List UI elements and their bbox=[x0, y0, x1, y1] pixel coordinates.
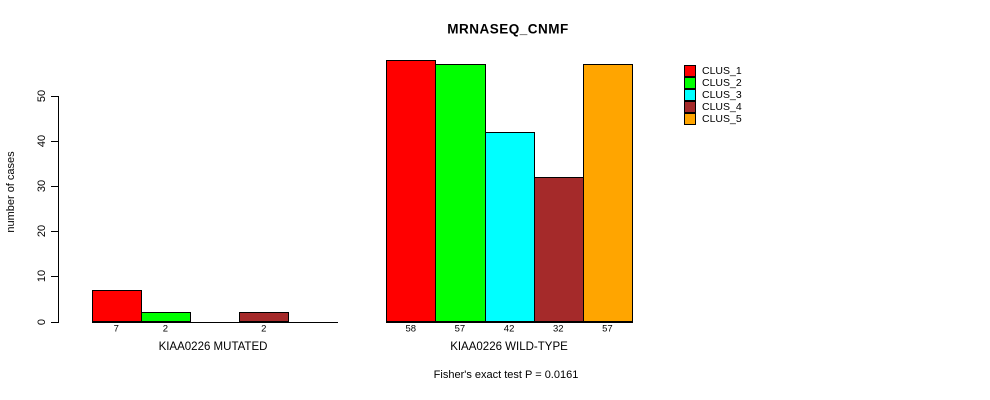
legend-item-label: CLUS_1 bbox=[702, 65, 742, 77]
legend-item: CLUS_2 bbox=[684, 77, 742, 89]
bar-value-label: 7 bbox=[113, 323, 119, 335]
legend-item: CLUS_3 bbox=[684, 89, 742, 101]
bar-value-label: 58 bbox=[405, 323, 417, 335]
bar-clus_1-group1 bbox=[91, 289, 142, 323]
bar-value-label: 32 bbox=[552, 323, 564, 335]
y-tick-label: 20 bbox=[36, 225, 48, 238]
legend-item-label: CLUS_4 bbox=[702, 101, 742, 113]
bar-clus_2-group1 bbox=[140, 312, 192, 323]
y-axis-tick bbox=[51, 186, 58, 188]
legend-item: CLUS_4 bbox=[684, 101, 742, 113]
bar-value-label: 2 bbox=[162, 323, 169, 335]
y-axis-label: number of cases bbox=[5, 151, 17, 233]
group-label-mutated: KIAA0226 MUTATED bbox=[158, 341, 268, 353]
bar-value-label: 2 bbox=[261, 323, 267, 335]
legend-item: CLUS_1 bbox=[684, 65, 742, 77]
y-axis-tick bbox=[51, 141, 58, 143]
legend-item: CLUS_5 bbox=[684, 113, 742, 125]
chart-title: MRNASEQ_CNMF bbox=[447, 21, 569, 37]
legend-item-label: CLUS_3 bbox=[702, 89, 742, 101]
bar-clus_5-group2 bbox=[582, 64, 633, 323]
bar-clus_3-group2 bbox=[484, 132, 535, 323]
bar-value-label: 42 bbox=[503, 323, 515, 335]
legend-item-label: CLUS_5 bbox=[702, 113, 742, 125]
y-tick-label: 10 bbox=[36, 270, 48, 283]
y-tick-label: 0 bbox=[36, 318, 48, 325]
y-axis-tick bbox=[51, 96, 58, 97]
y-tick-label: 50 bbox=[36, 89, 48, 103]
fisher-test-annotation: Fisher's exact test P = 0.0161 bbox=[433, 369, 579, 381]
y-tick-label: 30 bbox=[36, 180, 48, 193]
legend-swatch-icon bbox=[684, 101, 696, 113]
legend-swatch-icon bbox=[684, 65, 696, 77]
y-tick-label: 40 bbox=[36, 134, 48, 148]
y-axis-line bbox=[58, 96, 59, 323]
legend: CLUS_1 CLUS_2 CLUS_3 CLUS_4 CLUS_5 bbox=[684, 65, 742, 125]
legend-swatch-icon bbox=[684, 89, 696, 101]
bar-clus_4-group1 bbox=[239, 312, 290, 323]
legend-swatch-icon bbox=[684, 113, 696, 125]
bar-value-label: 57 bbox=[454, 323, 466, 335]
bar-clus_1-group2 bbox=[386, 59, 437, 323]
legend-swatch-icon bbox=[684, 77, 696, 89]
group-label-wildtype: KIAA0226 WILD-TYPE bbox=[450, 341, 568, 353]
group-baseline bbox=[91, 321, 339, 323]
bar-clus_4-group2 bbox=[533, 177, 584, 323]
y-axis-tick bbox=[51, 276, 58, 278]
legend-item-label: CLUS_2 bbox=[702, 77, 742, 89]
bar-value-label: 57 bbox=[602, 323, 613, 335]
bar-clus_2-group2 bbox=[435, 64, 486, 323]
y-axis-tick bbox=[51, 231, 58, 233]
y-axis-tick bbox=[51, 321, 58, 323]
